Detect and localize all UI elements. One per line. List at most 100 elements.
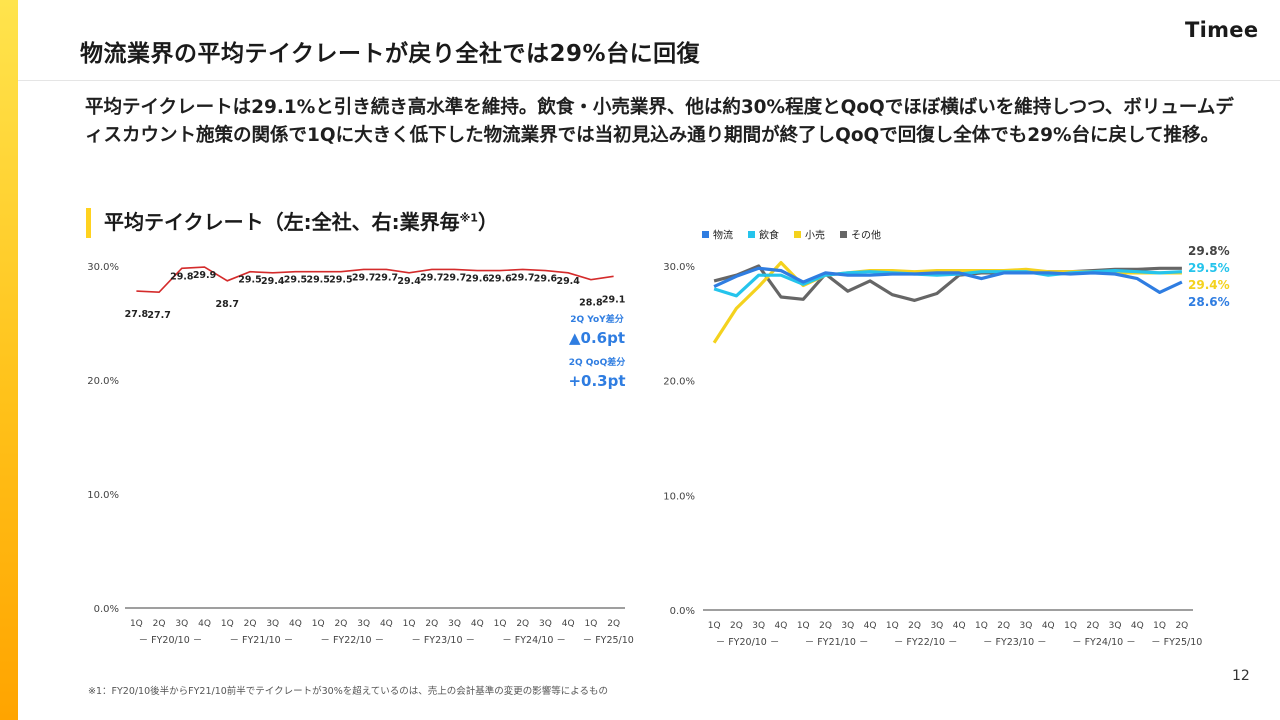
legend-swatch	[794, 231, 801, 238]
left-data-label: 29.5	[306, 275, 329, 286]
left-data-label: 29.5	[238, 275, 261, 286]
right-x-tick-label: 4Q	[775, 621, 788, 631]
right-x-tick-label: 3Q	[1020, 621, 1033, 631]
left-data-label: 29.9	[193, 270, 216, 281]
right-x-tick-label: 1Q	[708, 621, 721, 631]
section-title: 平均テイクレート（左:全社、右:業界毎※1）	[104, 206, 498, 235]
qoq-diff-value: +0.3pt	[568, 372, 625, 390]
right-x-tick-label: 4Q	[953, 621, 966, 631]
right-x-tick-label: 4Q	[1131, 621, 1144, 631]
right-x-tick-label: 3Q	[752, 621, 765, 631]
right-y-tick-label: 0.0%	[670, 606, 695, 617]
legend-swatch	[748, 231, 755, 238]
right-series-line-2	[713, 269, 1182, 298]
right-x-tick-label: 4Q	[1042, 621, 1055, 631]
left-data-label: 29.6	[466, 274, 490, 285]
left-x-tick-label: 3Q	[448, 619, 461, 629]
footnote: ※1：FY20/10後半からFY21/10前半でテイクレートが30%を超えている…	[88, 686, 608, 697]
yoy-diff-label: 2Q YoY差分	[570, 313, 623, 325]
legend-label: 物流	[713, 229, 733, 242]
right-x-tick-label: 1Q	[975, 621, 988, 631]
right-end-label: 29.8%	[1188, 244, 1230, 258]
left-data-label: 29.7	[511, 272, 534, 283]
left-x-tick-label: 4Q	[289, 619, 302, 629]
lead-paragraph: 平均テイクレートは29.1%と引き続き高水準を維持。飲食・小売業界、他は約30%…	[85, 97, 1234, 146]
left-data-label: 29.7	[352, 272, 375, 283]
legend-label: その他	[851, 229, 881, 242]
section-marker	[86, 208, 91, 238]
left-x-tick-label: 1Q	[221, 619, 234, 629]
right-y-tick-label: 20.0%	[663, 377, 695, 388]
right-x-tick-label: 1Q	[1064, 621, 1077, 631]
right-y-tick-label: 10.0%	[663, 491, 695, 502]
right-x-tick-label: 4Q	[864, 621, 877, 631]
left-x-tick-label: 2Q	[516, 619, 529, 629]
right-x-tick-label: 2Q	[819, 621, 832, 631]
left-x-tick-label: 2Q	[244, 619, 257, 629]
legend-swatch	[840, 231, 847, 238]
left-data-label: 27.7	[147, 310, 170, 321]
right-x-tick-label: 1Q	[797, 621, 810, 631]
left-data-label: 29.7	[375, 272, 398, 283]
left-x-tick-label: 2Q	[153, 619, 166, 629]
section-footnote-ref: ※1	[459, 211, 478, 225]
right-x-tick-label: 1Q	[1153, 621, 1166, 631]
left-fiscal-year-label: － FY22/10 －	[320, 635, 384, 646]
legend-label: 小売	[805, 229, 825, 242]
section-title-text: 平均テイクレート（左:全社、右:業界毎	[104, 210, 460, 234]
left-y-tick-label: 0.0%	[94, 604, 119, 615]
left-fiscal-year-label: － FY25/10	[583, 635, 634, 646]
left-x-tick-label: 1Q	[312, 619, 325, 629]
left-x-tick-label: 3Q	[539, 619, 552, 629]
left-x-tick-label: 2Q	[425, 619, 438, 629]
left-data-label: 29.1	[602, 294, 625, 305]
left-x-tick-label: 2Q	[607, 619, 620, 629]
left-data-label: 27.8	[125, 309, 149, 320]
company-take-rate-chart: 0.0% 10.0% 20.0% 30.0% 1Q 2Q 3Q 4Q 1Q 2Q 3Q 4Q 1Q 2Q 3…	[87, 262, 634, 646]
left-x-tick-label: 1Q	[403, 619, 416, 629]
right-fiscal-year-label: － FY23/10 －	[983, 637, 1047, 648]
right-x-tick-label: 2Q	[1086, 621, 1099, 631]
right-x-tick-label: 2Q	[908, 621, 921, 631]
header-divider	[18, 80, 1280, 81]
left-data-label: 28.8	[579, 298, 603, 309]
brand-logo: Timee	[1185, 18, 1259, 42]
right-x-tick-label: 3Q	[930, 621, 943, 631]
left-x-tick-label: 1Q	[585, 619, 598, 629]
left-series-line	[136, 266, 614, 294]
right-x-tick-label: 1Q	[886, 621, 899, 631]
left-data-label: 29.7	[420, 272, 443, 283]
left-data-label: 29.6	[488, 274, 512, 285]
left-y-tick-label: 30.0%	[87, 262, 119, 273]
left-data-label: 29.4	[397, 276, 421, 287]
right-fiscal-year-label: － FY22/10 －	[894, 637, 958, 648]
left-x-tick-label: 4Q	[198, 619, 211, 629]
right-fiscal-year-label: － FY24/10 －	[1072, 637, 1136, 648]
left-x-tick-label: 3Q	[266, 619, 279, 629]
right-series-line-1	[713, 266, 1183, 294]
right-x-tick-label: 3Q	[841, 621, 854, 631]
left-y-tick-label: 10.0%	[87, 490, 119, 501]
left-y-tick-label: 20.0%	[87, 376, 119, 387]
left-x-tick-label: 4Q	[380, 619, 393, 629]
section-title-close: ）	[477, 210, 498, 234]
brand-accent-bar	[0, 0, 18, 720]
left-fiscal-year-label: － FY20/10 －	[139, 635, 203, 646]
left-x-tick-label: 1Q	[130, 619, 143, 629]
left-x-tick-label: 1Q	[494, 619, 507, 629]
right-x-tick-label: 2Q	[1175, 621, 1188, 631]
right-end-label: 29.5%	[1188, 261, 1230, 275]
left-x-tick-label: 4Q	[471, 619, 484, 629]
qoq-diff-label: 2Q QoQ差分	[569, 356, 626, 368]
left-data-label: 29.4	[261, 276, 285, 287]
right-fiscal-year-label: － FY25/10	[1151, 637, 1202, 648]
right-y-tick-label: 30.0%	[663, 262, 695, 273]
legend-swatch	[702, 231, 709, 238]
left-data-label: 29.7	[443, 272, 466, 283]
left-data-label: 29.8	[170, 271, 194, 282]
left-fiscal-year-label: － FY21/10 －	[230, 635, 294, 646]
industry-take-rate-chart: 0.0% 10.0% 20.0% 30.0% 1Q 2Q 3Q 4Q 1Q 2Q 3Q 4Q 1Q 2Q 3…	[663, 229, 1230, 649]
left-data-label: 28.7	[216, 299, 239, 310]
right-fiscal-year-label: － FY21/10 －	[805, 637, 869, 648]
left-fiscal-year-label: － FY24/10 －	[502, 635, 566, 646]
